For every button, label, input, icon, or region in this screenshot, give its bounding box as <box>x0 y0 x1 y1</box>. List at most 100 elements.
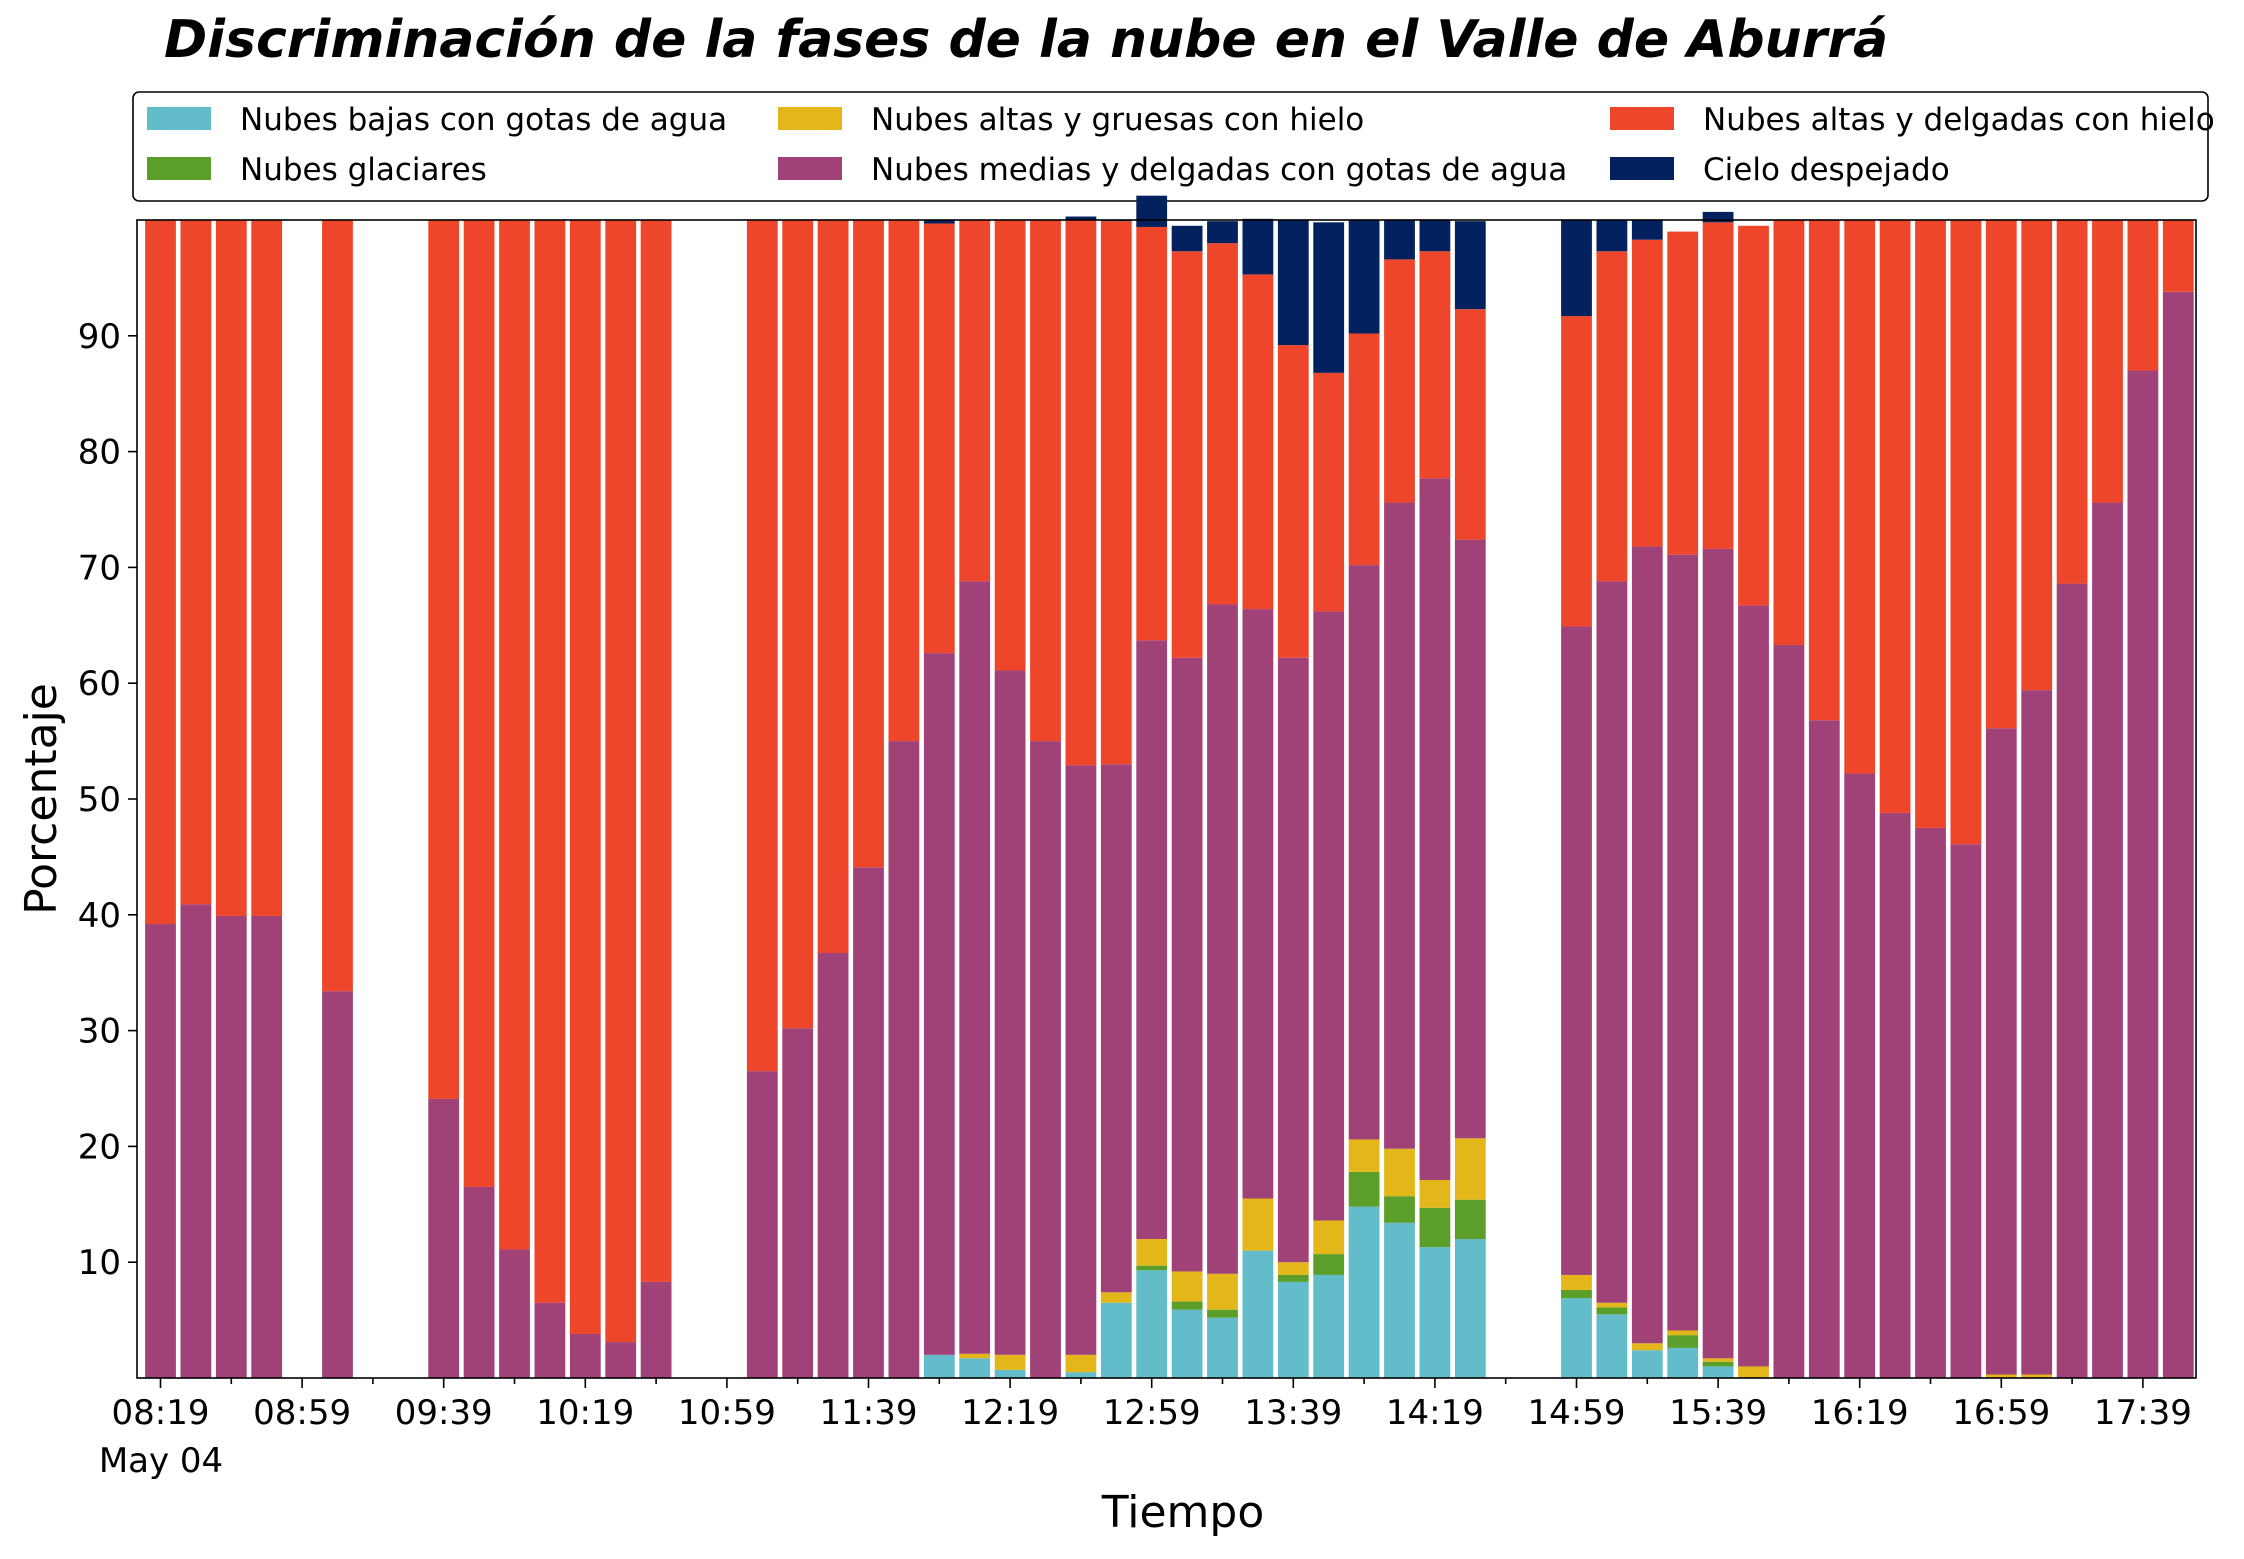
y-tick-label: 70 <box>78 548 121 588</box>
bar-segment <box>1242 1198 1274 1251</box>
bar-segment <box>1313 1220 1345 1255</box>
bar-segment <box>853 867 884 1378</box>
bar-segment <box>1136 226 1168 641</box>
bar-segment <box>1242 1250 1274 1378</box>
bar-segment <box>2056 583 2088 1378</box>
bar-segment <box>1738 1366 1769 1378</box>
bar-segment <box>1277 220 1309 346</box>
y-tick-label: 50 <box>78 780 121 820</box>
bar-segment <box>463 220 495 1187</box>
bar-segment <box>1631 1350 1663 1378</box>
legend-frame <box>132 91 2209 202</box>
y-tick-label: 20 <box>78 1127 121 1167</box>
bar-segment <box>1454 1239 1486 1378</box>
bar-segment <box>1738 225 1769 606</box>
bar-segment <box>1561 1289 1592 1299</box>
bar-segment <box>1171 225 1203 252</box>
bar-segment <box>888 741 920 1378</box>
bar-segment <box>1702 222 1734 549</box>
bar-segment <box>2127 370 2159 1378</box>
bar-segment <box>1313 222 1345 373</box>
legend-swatch <box>147 157 211 180</box>
bar-segment <box>1384 1196 1415 1223</box>
bar-segment <box>1702 548 1734 1359</box>
legend-swatch <box>778 107 842 130</box>
x-tick-label: 15:39 <box>1669 1393 1767 1433</box>
bar-segment <box>959 1358 991 1378</box>
bar-segment <box>1384 220 1415 260</box>
bar-segment <box>1277 1274 1309 1282</box>
bar-segment <box>1348 565 1380 1140</box>
bar-segment <box>640 220 672 1282</box>
x-tick-label: 12:59 <box>1103 1393 1201 1433</box>
bar-segment <box>853 220 884 868</box>
bar-segment <box>1808 720 1840 1378</box>
bar-segment <box>1207 1273 1238 1310</box>
bar-segment <box>1136 195 1168 227</box>
bar-segment <box>1100 1302 1132 1378</box>
bar-segment <box>1419 220 1451 252</box>
bar-segment <box>1808 220 1840 721</box>
x-tick-label: 11:39 <box>820 1393 918 1433</box>
bar-segment <box>1136 1270 1168 1378</box>
legend-entry-label: Nubes bajas con gotas de agua <box>240 102 727 138</box>
x-axis-date-label: May 04 <box>99 1441 223 1481</box>
bar-segment <box>1454 221 1486 310</box>
bar-segment <box>1207 604 1238 1274</box>
bars-group <box>145 195 2194 1378</box>
bar-segment <box>1242 218 1274 275</box>
legend-swatch <box>778 157 842 180</box>
bar-segment <box>746 220 778 1072</box>
bar-segment <box>534 220 566 1303</box>
bar-segment <box>1631 220 1663 240</box>
x-tick-label: 10:19 <box>536 1393 634 1433</box>
bar-segment <box>605 1342 637 1378</box>
bar-segment <box>782 1028 814 1378</box>
bar-segment <box>145 220 176 925</box>
bar-segment <box>1702 1361 1734 1367</box>
bar-segment <box>923 653 955 1355</box>
bar-segment <box>1171 251 1203 658</box>
bar-segment <box>428 220 460 1099</box>
bar-segment <box>1277 1281 1309 1378</box>
bar-segment <box>923 1354 955 1378</box>
chart-title: Discriminación de la fases de la nube en… <box>164 10 1888 70</box>
bar-segment <box>1561 626 1592 1275</box>
bar-segment <box>1419 478 1451 1180</box>
x-tick-label: 14:59 <box>1528 1393 1626 1433</box>
bar-segment <box>1313 611 1345 1221</box>
y-tick-label: 40 <box>78 896 121 936</box>
bar-segment <box>1030 741 1061 1378</box>
bar-segment <box>994 1369 1026 1378</box>
y-tick-label: 90 <box>78 317 121 357</box>
bar-segment <box>1596 1302 1628 1308</box>
bar-segment <box>1561 1274 1592 1290</box>
bar-segment <box>1419 251 1451 479</box>
bar-segment <box>1631 1343 1663 1351</box>
bar-segment <box>1596 581 1628 1303</box>
bar-segment <box>1242 609 1274 1199</box>
bar-segment <box>1667 1330 1699 1336</box>
bar-segment <box>1100 221 1132 765</box>
bar-segment <box>1207 1309 1238 1318</box>
plot-area: 10 20 30 40 50 60 70 80 90 08:19 08:59 09:39 10:19 1… <box>78 195 2197 1433</box>
bar-segment <box>1561 1298 1592 1378</box>
bar-segment <box>1348 1139 1380 1172</box>
bar-segment <box>251 220 283 916</box>
legend-entry-label: Nubes altas y gruesas con hielo <box>871 102 1364 138</box>
bar-segment <box>888 220 920 742</box>
bar-segment <box>1207 243 1238 605</box>
bar-segment <box>1313 1274 1345 1378</box>
x-tick-label: 08:59 <box>253 1393 351 1433</box>
x-tick-label: 17:39 <box>2094 1393 2192 1433</box>
bar-segment <box>215 220 247 916</box>
bar-segment <box>1915 220 1946 828</box>
bar-segment <box>1313 372 1345 612</box>
x-axis: 08:19 08:59 09:39 10:19 10:59 11:39 12:19 12:59… <box>112 1378 2192 1433</box>
x-tick-label: 08:19 <box>112 1393 210 1433</box>
bar-segment <box>1667 1347 1699 1378</box>
bar-segment <box>746 1071 778 1378</box>
legend-swatch <box>1610 107 1674 130</box>
bar-segment <box>1277 657 1309 1263</box>
bar-segment <box>2056 220 2088 584</box>
